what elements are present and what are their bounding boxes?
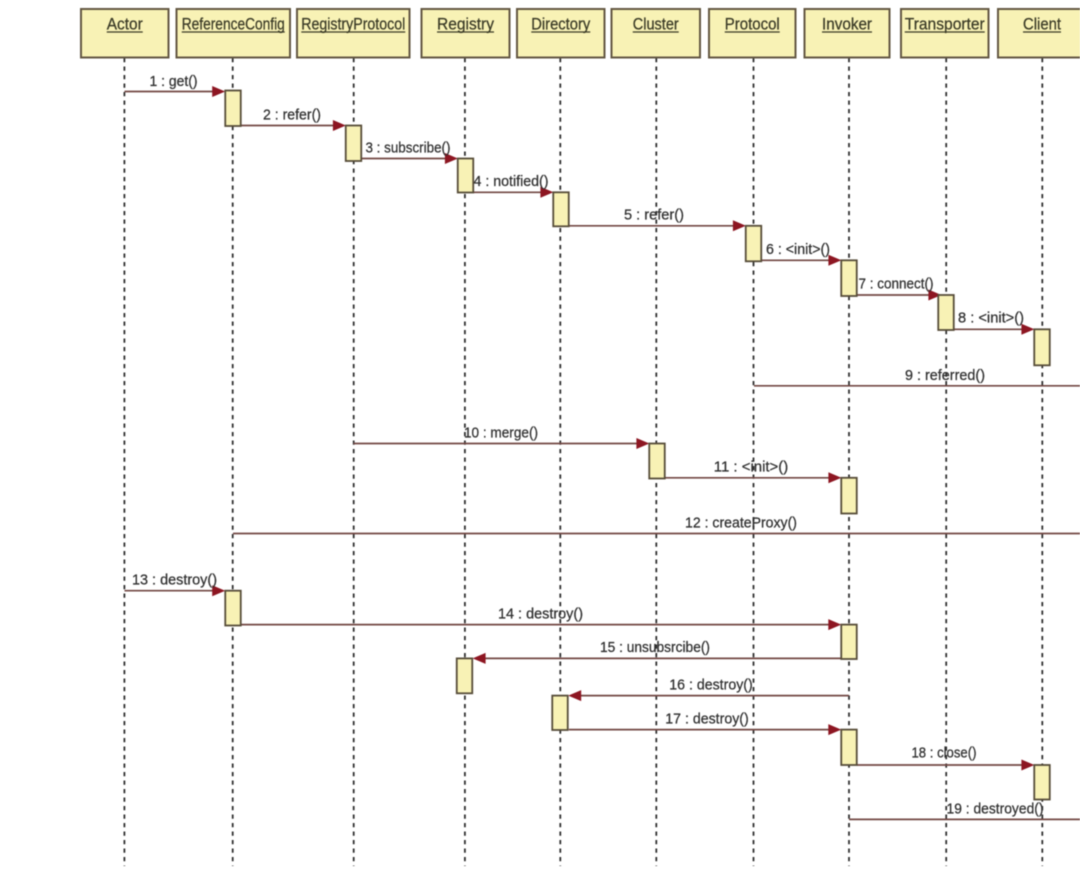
svg-text:3 : subscribe(): 3 : subscribe() <box>366 140 451 157</box>
svg-text:17 : destroy(): 17 : destroy() <box>665 711 749 728</box>
svg-text:10 : merge(): 10 : merge() <box>464 425 538 442</box>
svg-text:1 : get(): 1 : get() <box>150 73 198 90</box>
svg-text:Cluster: Cluster <box>633 15 679 34</box>
svg-text:18 : close(): 18 : close() <box>912 745 977 762</box>
svg-text:2 : refer(): 2 : refer() <box>263 107 321 124</box>
svg-text:7 : connect(): 7 : connect() <box>859 276 934 293</box>
svg-text:5 : refer(): 5 : refer() <box>624 207 684 224</box>
svg-text:Registry: Registry <box>437 15 494 34</box>
svg-text:6 : <init>(): 6 : <init>() <box>766 241 830 258</box>
svg-text:11 : <init>(): 11 : <init>() <box>714 459 789 476</box>
svg-text:Client: Client <box>1023 15 1061 34</box>
svg-text:Invoker: Invoker <box>822 15 872 34</box>
svg-text:ReferenceConfig: ReferenceConfig <box>182 15 285 34</box>
svg-text:Directory: Directory <box>531 15 590 34</box>
svg-text:RegistryProtocol: RegistryProtocol <box>301 15 405 34</box>
svg-text:16 : destroy(): 16 : destroy() <box>669 676 753 693</box>
svg-text:Actor: Actor <box>107 15 143 34</box>
svg-text:19 : destroyed(): 19 : destroyed() <box>947 801 1044 818</box>
svg-text:14 : destroy(): 14 : destroy() <box>498 606 583 623</box>
svg-text:Protocol: Protocol <box>725 15 780 34</box>
svg-text:4 : notified(): 4 : notified() <box>474 173 549 190</box>
svg-text:8 : <init>(): 8 : <init>() <box>958 310 1024 327</box>
svg-text:9 : referred(): 9 : referred() <box>905 367 985 384</box>
svg-text:13 : destroy(): 13 : destroy() <box>132 572 217 589</box>
svg-text:12 : createProxy(): 12 : createProxy() <box>685 515 797 532</box>
svg-text:Transporter: Transporter <box>905 15 985 34</box>
svg-text:15 : unsubsrcibe(): 15 : unsubsrcibe() <box>600 639 710 656</box>
